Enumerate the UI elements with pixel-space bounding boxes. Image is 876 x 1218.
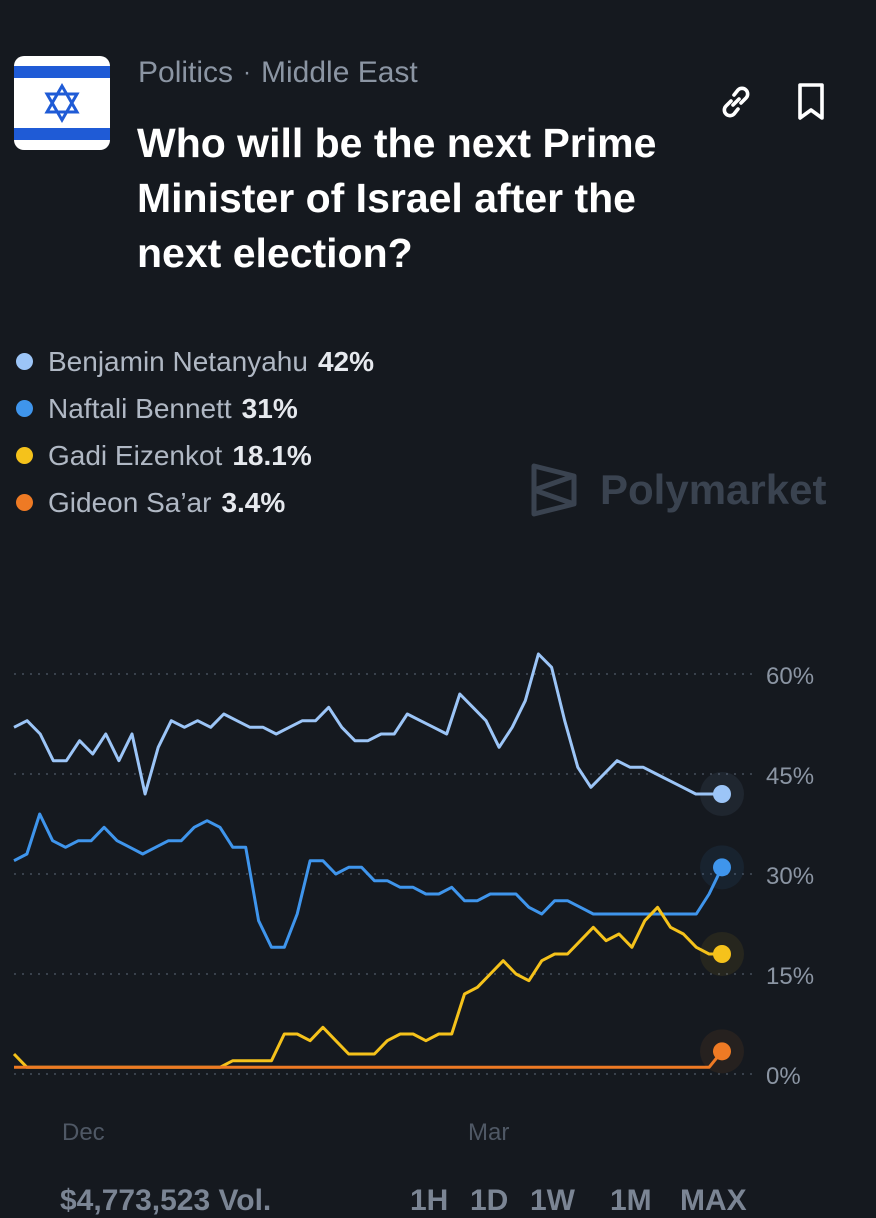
endpoint-marker — [713, 945, 731, 963]
volume-label: $4,773,523 Vol. — [60, 1184, 272, 1217]
bookmark-icon[interactable] — [790, 80, 834, 124]
breadcrumb-separator: · — [243, 59, 252, 86]
range-button-1w[interactable]: 1W — [530, 1184, 575, 1217]
y-tick-label: 0% — [766, 1063, 801, 1090]
price-history-chart[interactable]: 60% 45% 30% 15% 0% Dec Mar — [0, 600, 876, 1160]
market-title: Who will be the next Prime Minister of I… — [137, 120, 657, 276]
legend-swatch — [16, 494, 33, 511]
legend-item: Gideon Sa’ar 3.4% — [16, 479, 374, 526]
series-line — [13, 812, 724, 949]
legend-item: Benjamin Netanyahu 42% — [16, 338, 374, 385]
legend-swatch — [16, 353, 33, 370]
subcategory-link[interactable]: Middle East — [261, 56, 418, 89]
legend-item: Naftali Bennett 31% — [16, 385, 374, 432]
israel-flag-icon — [14, 56, 110, 150]
series-line — [12, 905, 722, 1069]
legend-percent: 42% — [317, 345, 374, 377]
polymarket-watermark: Polymarket — [530, 462, 826, 518]
legend-percent: 18.1% — [232, 439, 312, 471]
endpoint-marker — [713, 785, 731, 803]
series-line — [13, 652, 722, 796]
legend-name: Gideon Sa’ar — [48, 486, 212, 518]
legend-swatch — [16, 400, 33, 417]
link-icon[interactable] — [714, 80, 758, 124]
bottom-toolbar: $4,773,523 Vol. 1H 1D 1W 1M MAX — [0, 1180, 876, 1217]
chart-legend: Benjamin Netanyahu 42% Naftali Bennett 31% G… — [16, 338, 374, 526]
y-tick-label: 15% — [766, 963, 814, 990]
range-button-max[interactable]: MAX — [680, 1184, 747, 1217]
legend-name: Naftali Bennett — [48, 392, 232, 424]
endpoint-marker — [713, 1042, 731, 1061]
legend-item: Gadi Eizenkot 18.1% — [16, 432, 374, 479]
range-button-1m[interactable]: 1M — [610, 1184, 652, 1217]
y-tick-label: 45% — [766, 763, 814, 790]
watermark-text: Polymarket — [600, 466, 827, 513]
range-button-1d[interactable]: 1D — [470, 1184, 509, 1217]
range-button-1h[interactable]: 1H — [410, 1184, 449, 1217]
breadcrumb: Politics · Middle East — [138, 56, 418, 90]
legend-swatch — [16, 447, 33, 464]
y-tick-label: 60% — [766, 663, 814, 690]
y-tick-label: 30% — [766, 863, 814, 890]
legend-name: Gadi Eizenkot — [48, 439, 223, 471]
endpoint-marker — [713, 858, 731, 877]
series-line — [14, 1050, 724, 1069]
legend-percent: 3.4% — [221, 486, 286, 518]
category-link[interactable]: Politics — [138, 56, 234, 89]
x-tick-label: Mar — [468, 1119, 509, 1146]
legend-percent: 31% — [241, 392, 298, 424]
legend-name: Benjamin Netanyahu — [48, 345, 308, 377]
x-tick-label: Dec — [62, 1119, 105, 1146]
